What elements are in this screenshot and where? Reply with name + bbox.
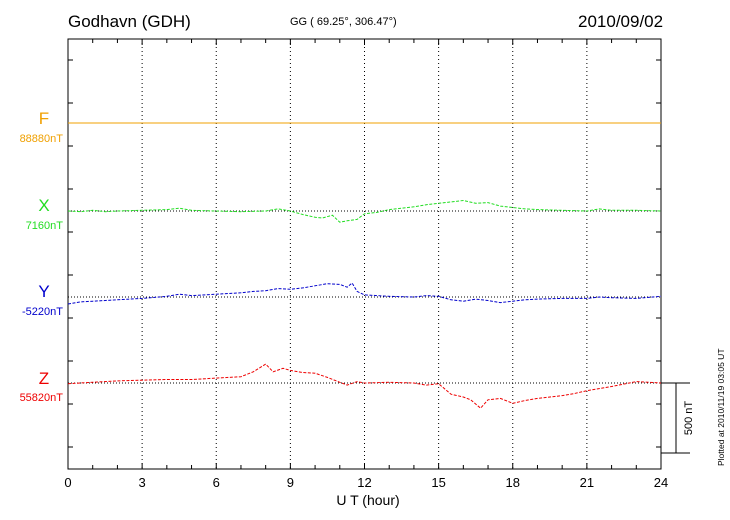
x-tick-label: 3: [139, 475, 146, 490]
series-line-x: [67, 199, 662, 223]
component-label-y: Y: [38, 282, 49, 301]
series-line-z: [67, 363, 662, 409]
series-line-y: [67, 282, 662, 305]
scale-bar-label: 500 nT: [683, 401, 695, 436]
baseline-value-z: 55820nT: [20, 392, 64, 404]
component-label-f: F: [39, 109, 49, 128]
x-tick-label: 15: [431, 475, 445, 490]
series-layer: [67, 122, 662, 409]
x-tick-label: 9: [287, 475, 294, 490]
x-tick-label: 6: [213, 475, 220, 490]
baseline-value-x: 7160nT: [26, 220, 64, 232]
axis-ticks: 0 3 6 9 12 15 18 21 24: [64, 39, 668, 490]
scale-bar: 500 nT: [661, 382, 695, 454]
component-label-z: Z: [39, 369, 49, 388]
station-title: Godhavn (GDH): [68, 12, 191, 31]
plot-date: 2010/09/02: [578, 12, 664, 31]
baseline-value-y: -5220nT: [22, 306, 63, 318]
x-tick-label: 0: [64, 475, 71, 490]
label-layer: F 88880nT X 7160nT Y -5220nT Z 55820nT: [20, 109, 64, 404]
x-tick-label: 24: [654, 475, 668, 490]
station-coordinates: GG ( 69.25°, 306.47°): [290, 16, 397, 28]
x-tick-label: 12: [357, 475, 371, 490]
x-tick-label: 18: [506, 475, 520, 490]
x-axis-label: U T (hour): [336, 492, 399, 508]
baseline-value-f: 88880nT: [20, 133, 64, 145]
x-tick-label: 21: [580, 475, 594, 490]
grid-lines: [141, 39, 588, 469]
component-label-x: X: [38, 196, 49, 215]
